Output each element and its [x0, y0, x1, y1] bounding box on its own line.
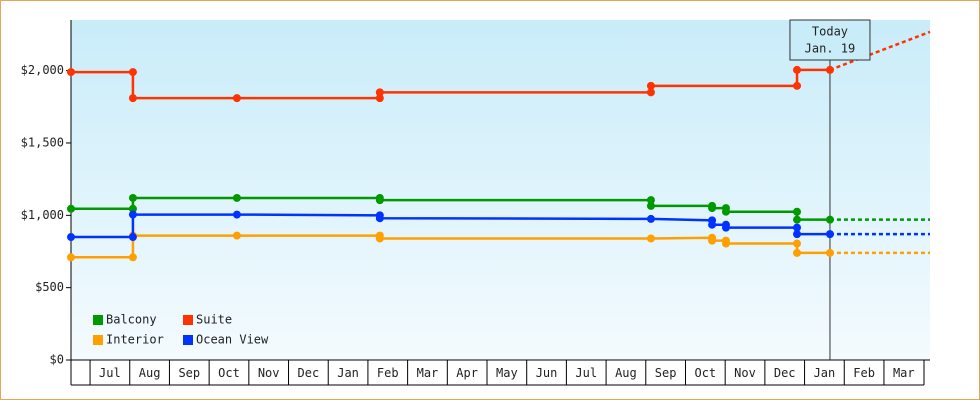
- x-tick-label: Mar: [893, 366, 915, 380]
- point: [375, 214, 384, 223]
- today-label: Jan. 19: [805, 42, 856, 56]
- today-box: [789, 19, 871, 61]
- plot-area: [71, 20, 930, 360]
- projection-line: [829, 30, 931, 72]
- series-line: [71, 234, 830, 259]
- point: [825, 230, 834, 239]
- x-tick-label: Oct: [218, 366, 240, 380]
- point: [793, 81, 802, 90]
- legend-label: Suite: [196, 313, 232, 327]
- x-tick-label: Nov: [734, 366, 756, 380]
- point: [232, 210, 241, 219]
- point: [375, 196, 384, 205]
- point: [793, 239, 802, 248]
- x-tick-label: May: [496, 366, 518, 380]
- point: [232, 231, 241, 240]
- x-tick-label: Sep: [178, 366, 200, 380]
- point: [232, 193, 241, 202]
- x-tick-label: Nov: [258, 366, 280, 380]
- y-tick-label: $1,000: [21, 208, 64, 222]
- y-tick-label: $0: [50, 353, 64, 367]
- point: [646, 88, 655, 97]
- x-tick-label: Jan: [814, 366, 836, 380]
- y-tick-label: $1,500: [21, 135, 64, 149]
- point: [708, 236, 717, 245]
- x-tick-label: Aug: [615, 366, 637, 380]
- legend-swatch: [93, 315, 103, 325]
- point: [67, 68, 75, 77]
- point: [825, 65, 834, 74]
- point: [128, 233, 137, 242]
- point: [128, 94, 137, 103]
- today-label: Today: [812, 25, 848, 39]
- point: [721, 207, 730, 216]
- x-tick-label: Dec: [774, 366, 796, 380]
- point: [793, 230, 802, 239]
- point: [375, 94, 384, 103]
- legend-label: Ocean View: [196, 333, 269, 347]
- point: [646, 81, 655, 90]
- point: [67, 253, 75, 262]
- x-tick-label: Feb: [853, 366, 875, 380]
- legend-swatch: [183, 335, 193, 345]
- point: [128, 193, 137, 202]
- y-tick-label: $500: [35, 280, 64, 294]
- point: [232, 94, 241, 103]
- point: [721, 223, 730, 232]
- point: [128, 210, 137, 219]
- legend-label: Interior: [106, 333, 164, 347]
- x-tick-label: Sep: [655, 366, 677, 380]
- x-tick-label: Aug: [139, 366, 161, 380]
- legend-swatch: [183, 315, 193, 325]
- x-tick-label: Oct: [694, 366, 716, 380]
- point: [67, 204, 75, 213]
- point: [825, 215, 834, 224]
- legend-label: Balcony: [106, 313, 157, 327]
- point: [793, 215, 802, 224]
- legend-swatch: [93, 335, 103, 345]
- point: [793, 65, 802, 74]
- point: [128, 204, 137, 213]
- point: [646, 196, 655, 205]
- x-tick-label: Feb: [377, 366, 399, 380]
- point: [128, 68, 137, 77]
- series-line: [71, 213, 830, 239]
- x-tick-label: Mar: [417, 366, 439, 380]
- point: [646, 234, 655, 243]
- point: [793, 207, 802, 216]
- x-tick-label: Dec: [298, 366, 320, 380]
- point: [708, 220, 717, 229]
- point: [793, 248, 802, 257]
- x-tick-label: Jun: [536, 366, 558, 380]
- x-tick-label: Jul: [99, 366, 121, 380]
- point: [128, 253, 137, 262]
- y-tick-label: $2,000: [21, 63, 64, 77]
- point: [646, 201, 655, 210]
- point: [793, 223, 802, 232]
- point: [67, 233, 75, 242]
- point: [721, 239, 730, 248]
- point: [825, 248, 834, 257]
- point: [375, 234, 384, 243]
- point: [375, 88, 384, 97]
- x-tick-label: Apr: [456, 366, 478, 380]
- x-tick-label: Jan: [337, 366, 359, 380]
- point: [708, 204, 717, 213]
- point: [646, 214, 655, 223]
- x-tick-label: Jul: [575, 366, 597, 380]
